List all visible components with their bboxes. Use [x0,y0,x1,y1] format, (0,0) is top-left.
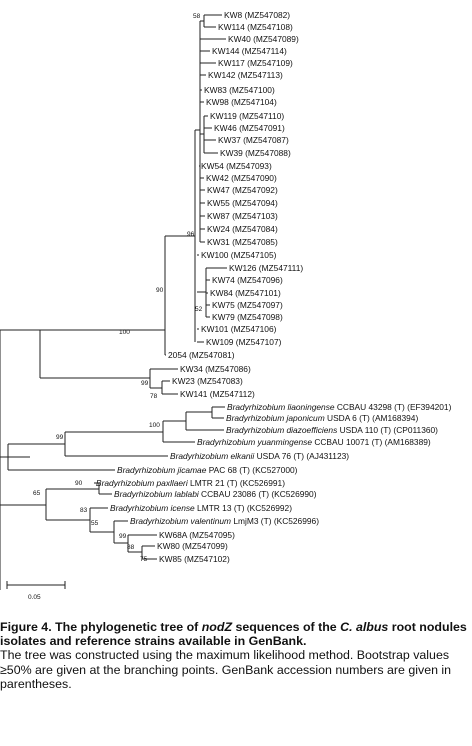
leaf-label: Bradyrhizobium jicamae PAC 68 (T) (KC527… [117,465,298,475]
leaf-label: Bradyrhizobium icense LMTR 13 (T) (KC526… [110,503,292,513]
leaf-label: KW80 (MZ547099) [157,541,228,551]
leaf-label: KW83 (MZ547100) [204,85,275,95]
leaf-label: KW55 (MZ547094) [207,198,278,208]
bootstrap-value: 100 [119,329,130,336]
leaf-label: Bradyrhizobium japonicum USDA 6 (T) (AM1… [226,413,418,423]
bootstrap-value: 83 [80,507,88,514]
leaf-label: KW34 (MZ547086) [180,364,251,374]
leaf-label: KW79 (MZ547098) [212,312,283,322]
leaf-label: Bradyrhizobium yuanmingense CCBAU 10071 … [197,437,431,447]
leaf-label: KW37 (MZ547087) [218,135,289,145]
leaf-label: KW109 (MZ547107) [206,337,282,347]
bootstrap-value: 58 [193,13,201,20]
bootstrap-value: 99 [141,380,149,387]
bootstrap-value: 75 [140,556,148,563]
leaf-label: KW126 (MZ547111) [229,263,303,273]
phylogenetic-tree: KW8 (MZ547082) KW114 (MZ547108) KW40 (MZ54… [0,10,452,600]
leaf-label: KW84 (MZ547101) [210,288,281,298]
scale-bar-label: 0.05 [28,594,41,600]
figure-caption: Figure 4. The phylogenetic tree of nodZ … [0,620,470,691]
leaf-label: KW98 (MZ547104) [206,97,277,107]
leaf-label: KW141 (MZ547112) [180,389,255,399]
caption-body: The tree was constructed using the maxim… [0,648,452,691]
leaf-label: Bradyrhizobium valentinum LmjM3 (T) (KC5… [130,516,319,526]
bootstrap-value: 99 [119,533,127,540]
leaf-label: KW100 (MZ547105) [201,250,277,260]
leaf-label: KW144 (MZ547114) [212,46,287,56]
leaf-label: KW85 (MZ547102) [159,554,230,564]
leaf-label: KW31 (MZ547085) [207,237,278,247]
bootstrap-value: 99 [56,434,64,441]
leaf-label: KW142 (MZ547113) [208,70,283,80]
leaf-label: KW117 (MZ547109) [218,58,293,68]
caption-title: Figure 4. The phylogenetic tree of nodZ … [0,620,467,649]
bootstrap-value: 55 [91,520,99,527]
bootstrap-value: 100 [149,422,160,429]
leaf-label: KW46 (MZ547091) [214,123,285,133]
leaf-label: KW101 (MZ547106) [201,324,277,334]
bootstrap-value: 78 [150,393,158,400]
bootstrap-value: 96 [187,231,195,238]
leaf-label: KW119 (MZ547110) [210,111,284,121]
leaf-label: Bradyrhizobium lablabi CCBAU 23086 (T) (… [114,489,317,499]
leaf-label: 2054 (MZ547081) [168,350,235,360]
leaf-label: KW24 (MZ547084) [207,224,278,234]
bootstrap-value: 90 [75,480,83,487]
bootstrap-value: 88 [127,544,135,551]
bootstrap-value: 65 [33,490,41,497]
leaf-label: KW114 (MZ547108) [218,22,293,32]
leaf-label: KW68A (MZ547095) [159,530,235,540]
leaf-label: KW75 (MZ547097) [212,300,283,310]
bootstrap-value: 52 [195,306,203,313]
leaf-label: KW87 (MZ547103) [207,211,278,221]
leaf-label: Bradyrhizobium liaoningense CCBAU 43298 … [227,402,452,412]
leaf-label: KW42 (MZ547090) [206,173,277,183]
leaf-label: KW74 (MZ547096) [212,275,283,285]
leaf-label: Bradyrhizobium paxllaeri LMTR 21 (T) (KC… [96,478,285,488]
leaf-label: KW39 (MZ547088) [220,148,291,158]
leaf-label: KW40 (MZ547089) [228,34,299,44]
leaf-label: KW23 (MZ547083) [172,376,243,386]
bootstrap-value: 90 [156,287,164,294]
leaf-label: Bradyrhizobium elkanii USDA 76 (T) (AJ43… [170,451,349,461]
leaf-label: KW8 (MZ547082) [224,10,290,20]
leaf-label: KW54 (MZ547093) [201,161,272,171]
leaf-label: KW47 (MZ547092) [207,185,278,195]
leaf-label: Bradyrhizobium diazoefficiens USDA 110 (… [226,425,438,435]
